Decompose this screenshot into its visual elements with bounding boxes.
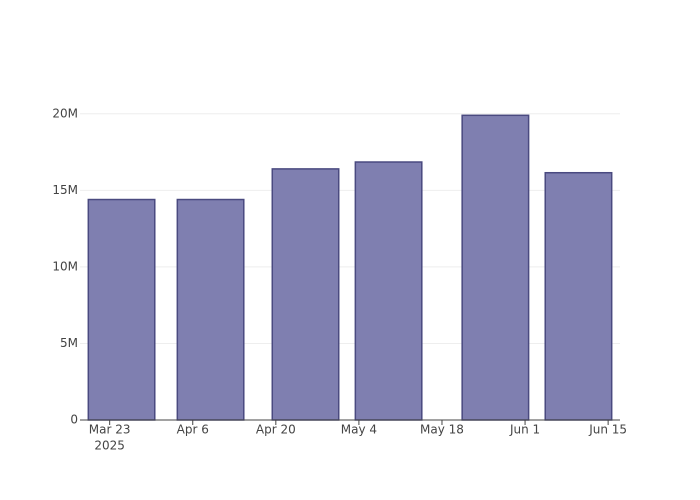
- y-tick-label: 5M: [60, 336, 78, 350]
- y-tick-label: 0: [70, 413, 78, 427]
- bar: [354, 161, 423, 421]
- x-tick-label: Jun 1: [509, 423, 540, 437]
- x-tick-label: May 4: [341, 423, 377, 437]
- y-tick-label: 15M: [52, 183, 78, 197]
- x-tick-label: Mar 23: [89, 423, 131, 437]
- x-tick-label: Apr 6: [177, 423, 209, 437]
- bar: [176, 198, 245, 421]
- x-tick-label: Apr 20: [256, 423, 296, 437]
- bar: [271, 168, 340, 421]
- y-tick-label: 20M: [52, 106, 78, 120]
- y-tick-label: 10M: [52, 259, 78, 273]
- x-tick-label: May 18: [420, 423, 464, 437]
- bar: [544, 171, 613, 421]
- x-year-label: 2025: [94, 439, 125, 453]
- x-tick-label: Jun 15: [588, 423, 627, 437]
- bar: [461, 114, 530, 421]
- bar: [87, 198, 156, 421]
